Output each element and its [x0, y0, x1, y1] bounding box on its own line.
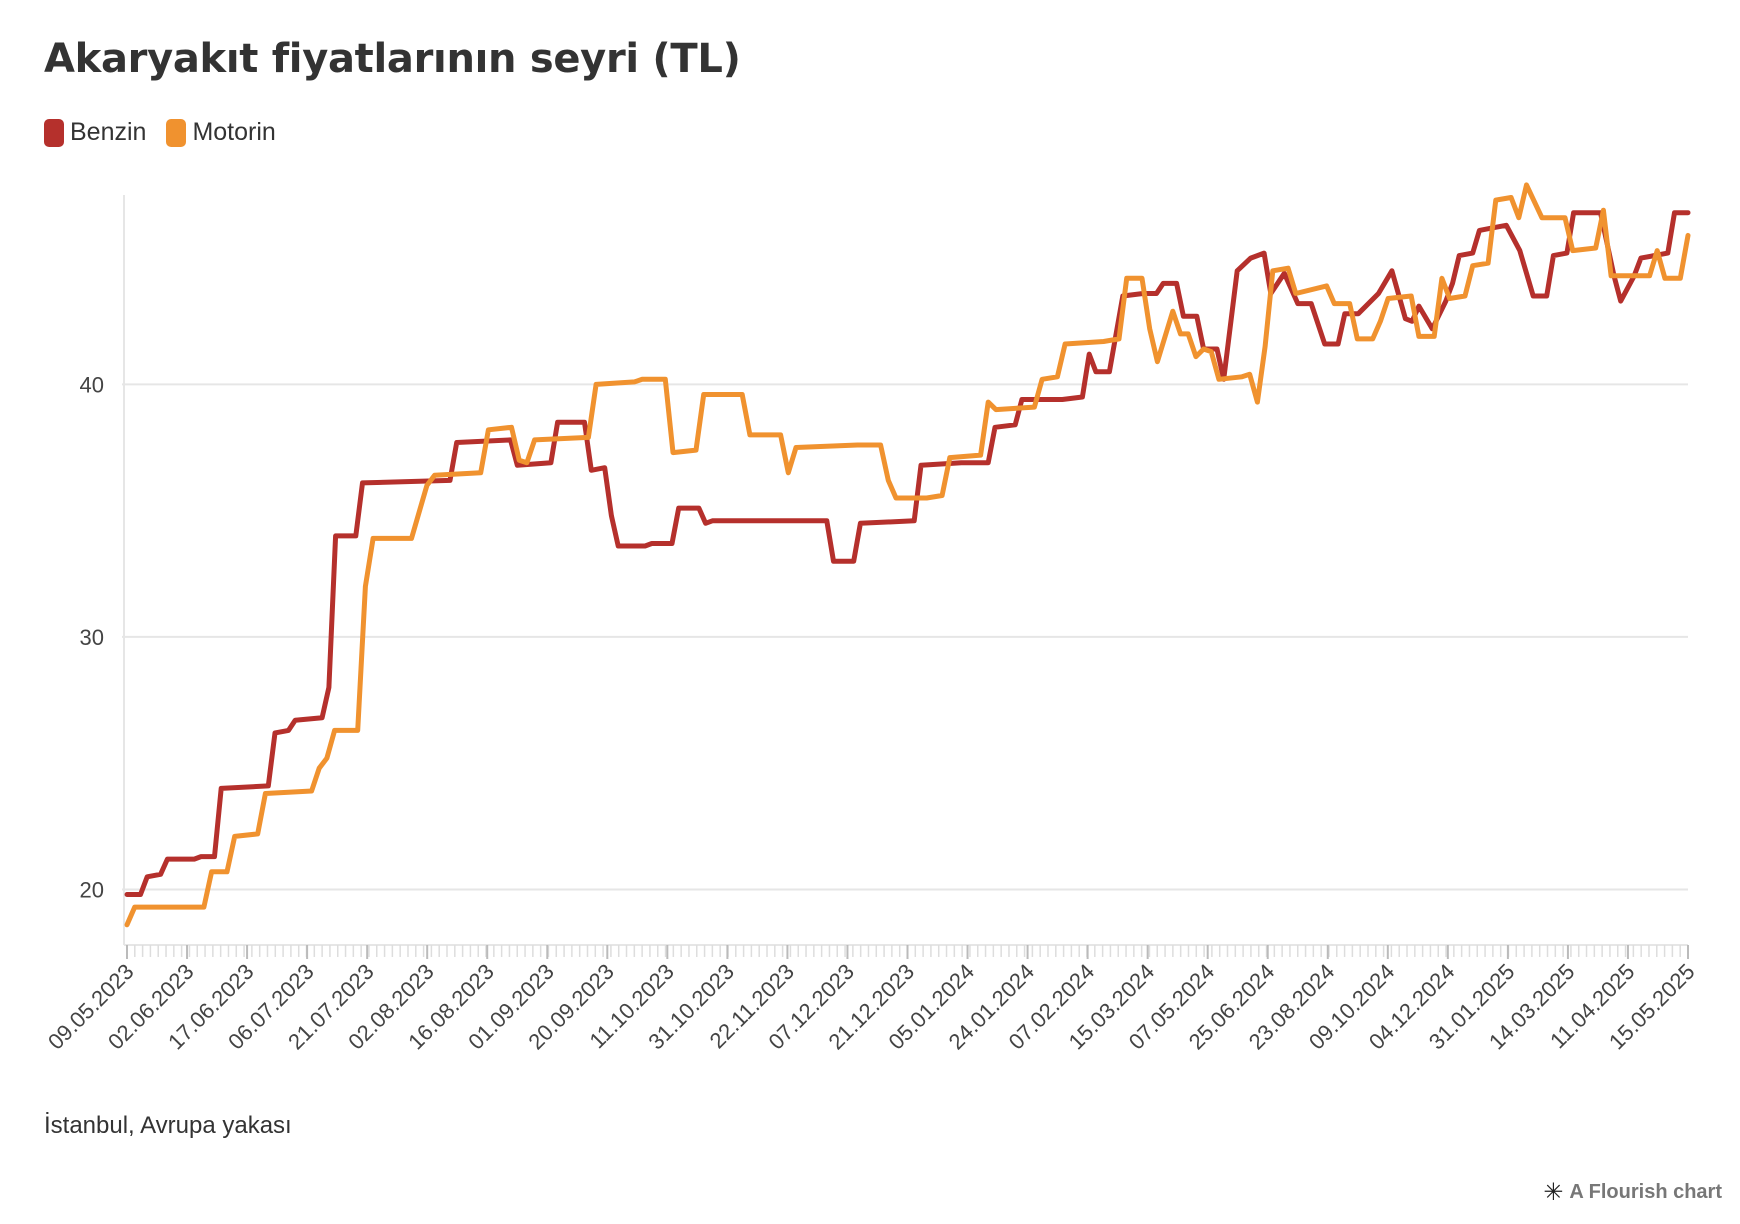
flourish-credit-label: A Flourish chart	[1569, 1181, 1722, 1203]
legend-swatch-motorin	[166, 118, 187, 147]
flourish-asterisk-icon: ✳	[1543, 1179, 1564, 1206]
legend-label-motorin: Motorin	[192, 118, 276, 146]
y-tick-label-40: 40	[80, 372, 104, 397]
legend-label-benzin: Benzin	[70, 118, 147, 146]
series-line-motorin	[124, 182, 1691, 928]
legend: Benzin Motorin	[44, 118, 276, 147]
y-tick-label-30: 30	[80, 625, 104, 650]
legend-item-benzin[interactable]: Benzin	[44, 118, 146, 147]
legend-item-motorin[interactable]: Motorin	[166, 118, 276, 147]
chart-title: Akaryakıt fiyatlarının seyri (TL)	[44, 36, 741, 82]
legend-swatch-benzin	[44, 118, 64, 147]
flourish-credit[interactable]: ✳ A Flourish chart	[1543, 1178, 1722, 1207]
chart-caption: İstanbul, Avrupa yakası	[44, 1112, 292, 1139]
series-line-benzin	[124, 210, 1691, 897]
y-tick-label-20: 20	[80, 877, 104, 902]
